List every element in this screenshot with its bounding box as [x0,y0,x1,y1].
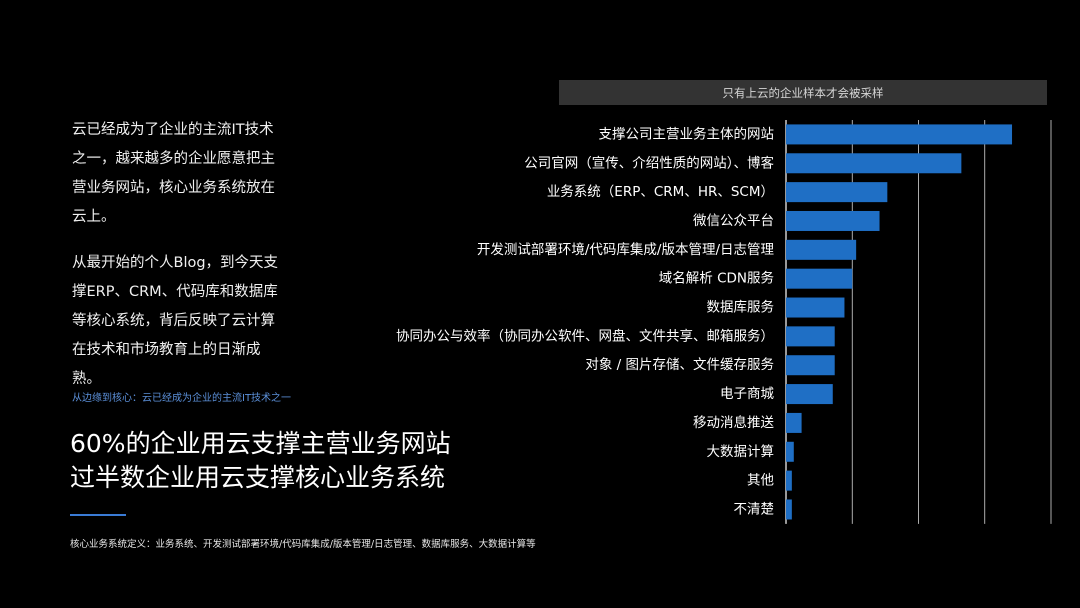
headline-line-1: 60%的企业用云支撑主营业务网站 [70,429,451,458]
bar [786,182,888,203]
intro-paragraph: 云已经成为了企业的主流IT技术 之一，越来越多的企业愿意把主 营业务网站，核心业… [72,116,287,232]
bar [786,412,802,433]
category-label: 业务系统（ERP、CRM、HR、SCM） [547,184,774,200]
category-label: 公司官网（宣传、介绍性质的网站）、博客 [524,154,774,171]
bar [786,239,857,260]
section-subheading: 从边缘到核心：云已经成为企业的主流IT技术之一 [72,393,292,404]
category-label: 移动消息推送 [693,414,774,431]
category-label: 协同办公与效率（协同办公软件、网盘、文件共享、邮箱服务） [396,327,774,344]
bar [786,441,794,462]
evolution-paragraph: 从最开始的个人Blog，到今天支 撑ERP、CRM、代码库和数据库 等核心系统，… [72,249,287,394]
intro-line: 营业务网站，核心业务系统放在 [72,180,275,196]
category-label: 微信公众平台 [693,213,774,229]
bar [786,355,835,376]
category-label: 支撑公司主营业务主体的网站 [599,126,775,142]
bar [786,384,833,405]
bar [786,210,880,231]
bar [786,470,792,491]
category-label: 数据库服务 [707,300,775,316]
intro-line: 云已经成为了企业的主流IT技术 [72,122,274,138]
intro-line: 之一，越来越多的企业愿意把主 [72,151,275,167]
bar [786,297,845,318]
category-label: 对象 / 图片存储、文件缓存服务 [585,357,774,373]
evolution-line: 撑ERP、CRM、代码库和数据库 [72,284,278,300]
category-label: 电子商城 [720,386,774,402]
bar [786,268,853,289]
category-label: 开发测试部署环境/代码库集成/版本管理/日志管理 [477,242,775,258]
category-label: 其他 [747,473,774,489]
bar [786,326,835,347]
evolution-line: 从最开始的个人Blog，到今天支 [72,255,279,271]
bar [786,124,1013,145]
chart-title: 只有上云的企业样本才会被采样 [722,85,884,100]
chart-title-bar: 只有上云的企业样本才会被采样 [559,80,1047,105]
evolution-line: 等核心系统，背后反映了云计算 [72,313,275,329]
category-label: 大数据计算 [707,444,775,460]
intro-line: 云上。 [72,209,116,225]
evolution-line: 在技术和市场教育上的日渐成熟。 [72,342,261,387]
definition-footnote: 核心业务系统定义：业务系统、开发测试部署环境/代码库集成/版本管理/日志管理、数… [70,539,536,550]
bar [786,499,792,520]
category-label: 不清楚 [734,501,775,517]
category-label: 域名解析 CDN服务 [659,271,774,287]
bar [786,153,962,174]
accent-divider [70,514,126,516]
headline-line-2: 过半数企业用云支撑核心业务系统 [70,463,446,492]
